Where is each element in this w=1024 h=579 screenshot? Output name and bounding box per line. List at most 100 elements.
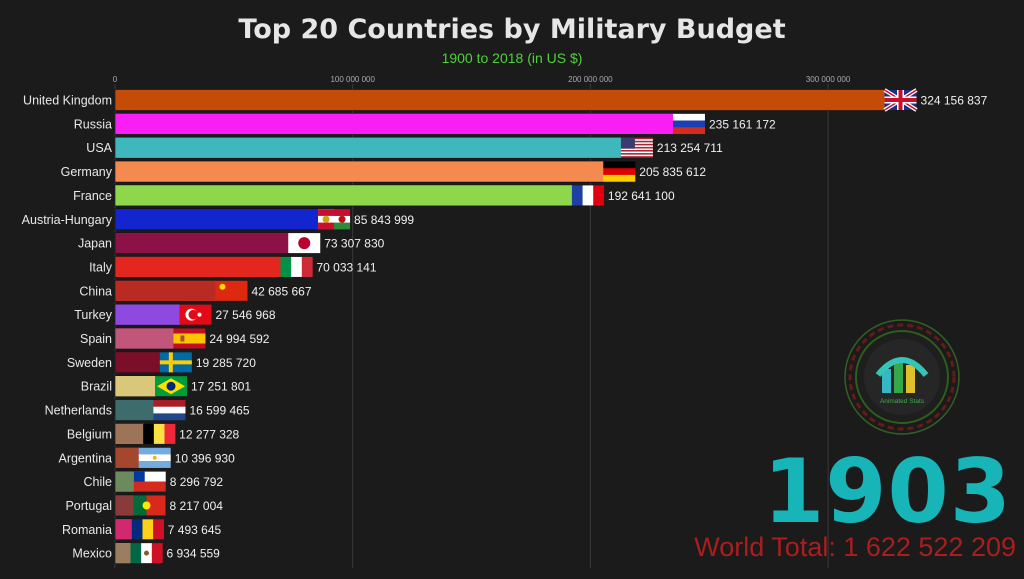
category-label: China bbox=[79, 284, 112, 298]
brazil-flag-icon bbox=[155, 376, 188, 397]
category-label: Netherlands bbox=[45, 404, 112, 418]
category-label: Chile bbox=[84, 475, 113, 489]
bar-row: Italy 70 033 141 bbox=[89, 256, 377, 278]
category-label: Russia bbox=[74, 117, 112, 131]
bar-row: United Kingdom 324 156 837 bbox=[23, 88, 988, 112]
germany-flag-icon bbox=[603, 161, 636, 182]
logo-text: Animated Stats bbox=[880, 398, 925, 405]
value-label: 213 254 711 bbox=[657, 141, 723, 155]
bar bbox=[114, 542, 132, 564]
value-label: 7 493 645 bbox=[168, 523, 222, 537]
x-tick-label: 200 000 000 bbox=[568, 75, 613, 84]
category-label: USA bbox=[86, 141, 112, 155]
sweden-flag-icon bbox=[159, 352, 192, 373]
value-label: 19 285 720 bbox=[196, 356, 256, 370]
category-label: Spain bbox=[80, 332, 112, 346]
value-label: 205 835 612 bbox=[639, 165, 706, 179]
china-flag-icon bbox=[215, 280, 248, 301]
bar bbox=[114, 327, 175, 350]
portugal-flag-icon bbox=[133, 495, 166, 516]
bar-row: Belgium 12 277 328 bbox=[67, 423, 240, 445]
value-label: 73 307 830 bbox=[324, 237, 384, 251]
value-label: 192 641 100 bbox=[608, 189, 675, 203]
bar-row: Argentina 10 396 930 bbox=[58, 446, 235, 469]
category-label: Belgium bbox=[67, 427, 112, 441]
category-label: Portugal bbox=[65, 499, 112, 513]
x-tick-label: 100 000 000 bbox=[330, 75, 375, 84]
value-label: 42 685 667 bbox=[251, 284, 311, 298]
mexico-flag-icon bbox=[130, 543, 163, 564]
value-label: 70 033 141 bbox=[316, 260, 376, 274]
value-label: 17 251 801 bbox=[191, 380, 251, 394]
bar bbox=[114, 399, 155, 421]
bar bbox=[114, 208, 320, 231]
bar-row: China 42 685 667 bbox=[79, 279, 312, 302]
value-label: 10 396 930 bbox=[175, 451, 235, 465]
bar bbox=[114, 446, 141, 469]
bar-row: USA 213 254 711 bbox=[86, 136, 723, 159]
category-label: Japan bbox=[78, 237, 112, 251]
bar-row: Japan 73 307 830 bbox=[78, 232, 385, 254]
value-label: 8 296 792 bbox=[170, 475, 224, 489]
bar bbox=[114, 470, 136, 493]
austria-hungary-flag-icon bbox=[318, 209, 351, 230]
chart-title: Top 20 Countries by Military Budget bbox=[238, 14, 786, 45]
bar bbox=[114, 279, 217, 302]
bar-row: Portugal 8 217 004 bbox=[65, 494, 224, 517]
turkey-flag-icon bbox=[179, 304, 212, 325]
value-label: 85 843 999 bbox=[354, 213, 414, 227]
bar bbox=[114, 494, 135, 517]
uk-flag-icon bbox=[883, 88, 918, 112]
animated-stats-logo-icon: Animated Stats bbox=[844, 319, 960, 435]
bar-row: Netherlands 16 599 465 bbox=[45, 399, 250, 421]
argentina-flag-icon bbox=[138, 447, 171, 468]
category-label: Turkey bbox=[74, 308, 112, 322]
category-label: Brazil bbox=[81, 380, 112, 394]
italy-flag-icon bbox=[280, 256, 313, 277]
bar-row: Romania 7 493 645 bbox=[62, 518, 222, 541]
bar-row: Sweden 19 285 720 bbox=[67, 351, 256, 374]
value-label: 27 546 968 bbox=[215, 308, 275, 322]
bar-row: Brazil 17 251 801 bbox=[81, 375, 251, 398]
category-label: France bbox=[73, 189, 112, 203]
usa-flag-icon bbox=[620, 137, 653, 158]
category-label: United Kingdom bbox=[23, 94, 112, 108]
value-label: 16 599 465 bbox=[189, 404, 249, 418]
bar-row: Turkey 27 546 968 bbox=[74, 303, 276, 326]
value-label: 24 994 592 bbox=[209, 332, 269, 346]
world-total: World Total: 1 622 522 209 bbox=[694, 532, 1016, 562]
bar-row: Spain 24 994 592 bbox=[80, 327, 270, 350]
chart-subtitle: 1900 to 2018 (in US $) bbox=[441, 50, 583, 66]
value-label: 12 277 328 bbox=[179, 427, 239, 441]
category-label: Germany bbox=[61, 165, 113, 179]
bar-row: Austria-Hungary 85 843 999 bbox=[22, 208, 414, 231]
year-counter: 1903 bbox=[763, 440, 1012, 543]
bar bbox=[114, 351, 162, 374]
bar bbox=[114, 423, 145, 445]
bar-row: Germany 205 835 612 bbox=[61, 160, 706, 183]
category-label: Sweden bbox=[67, 356, 112, 370]
x-tick-label: 300 000 000 bbox=[806, 75, 851, 84]
bar-row: France 192 641 100 bbox=[73, 184, 675, 207]
bar bbox=[114, 232, 290, 254]
bar bbox=[114, 303, 181, 326]
value-label: 324 156 837 bbox=[921, 94, 988, 108]
bar bbox=[114, 160, 605, 183]
bar bbox=[114, 518, 134, 541]
bar bbox=[114, 184, 574, 207]
category-label: Romania bbox=[62, 523, 112, 537]
category-label: Austria-Hungary bbox=[22, 213, 113, 227]
value-label: 6 934 559 bbox=[166, 547, 220, 561]
bar bbox=[114, 89, 886, 111]
spain-flag-icon bbox=[173, 328, 206, 349]
japan-flag-icon bbox=[288, 233, 321, 254]
value-label: 8 217 004 bbox=[170, 499, 224, 513]
france-flag-icon bbox=[571, 185, 605, 206]
russia-flag-icon bbox=[672, 113, 705, 135]
bar bbox=[114, 256, 282, 278]
chile-flag-icon bbox=[133, 471, 166, 492]
belgium-flag-icon bbox=[143, 423, 176, 444]
bar bbox=[114, 113, 675, 135]
x-tick-label: 0 bbox=[113, 75, 118, 84]
